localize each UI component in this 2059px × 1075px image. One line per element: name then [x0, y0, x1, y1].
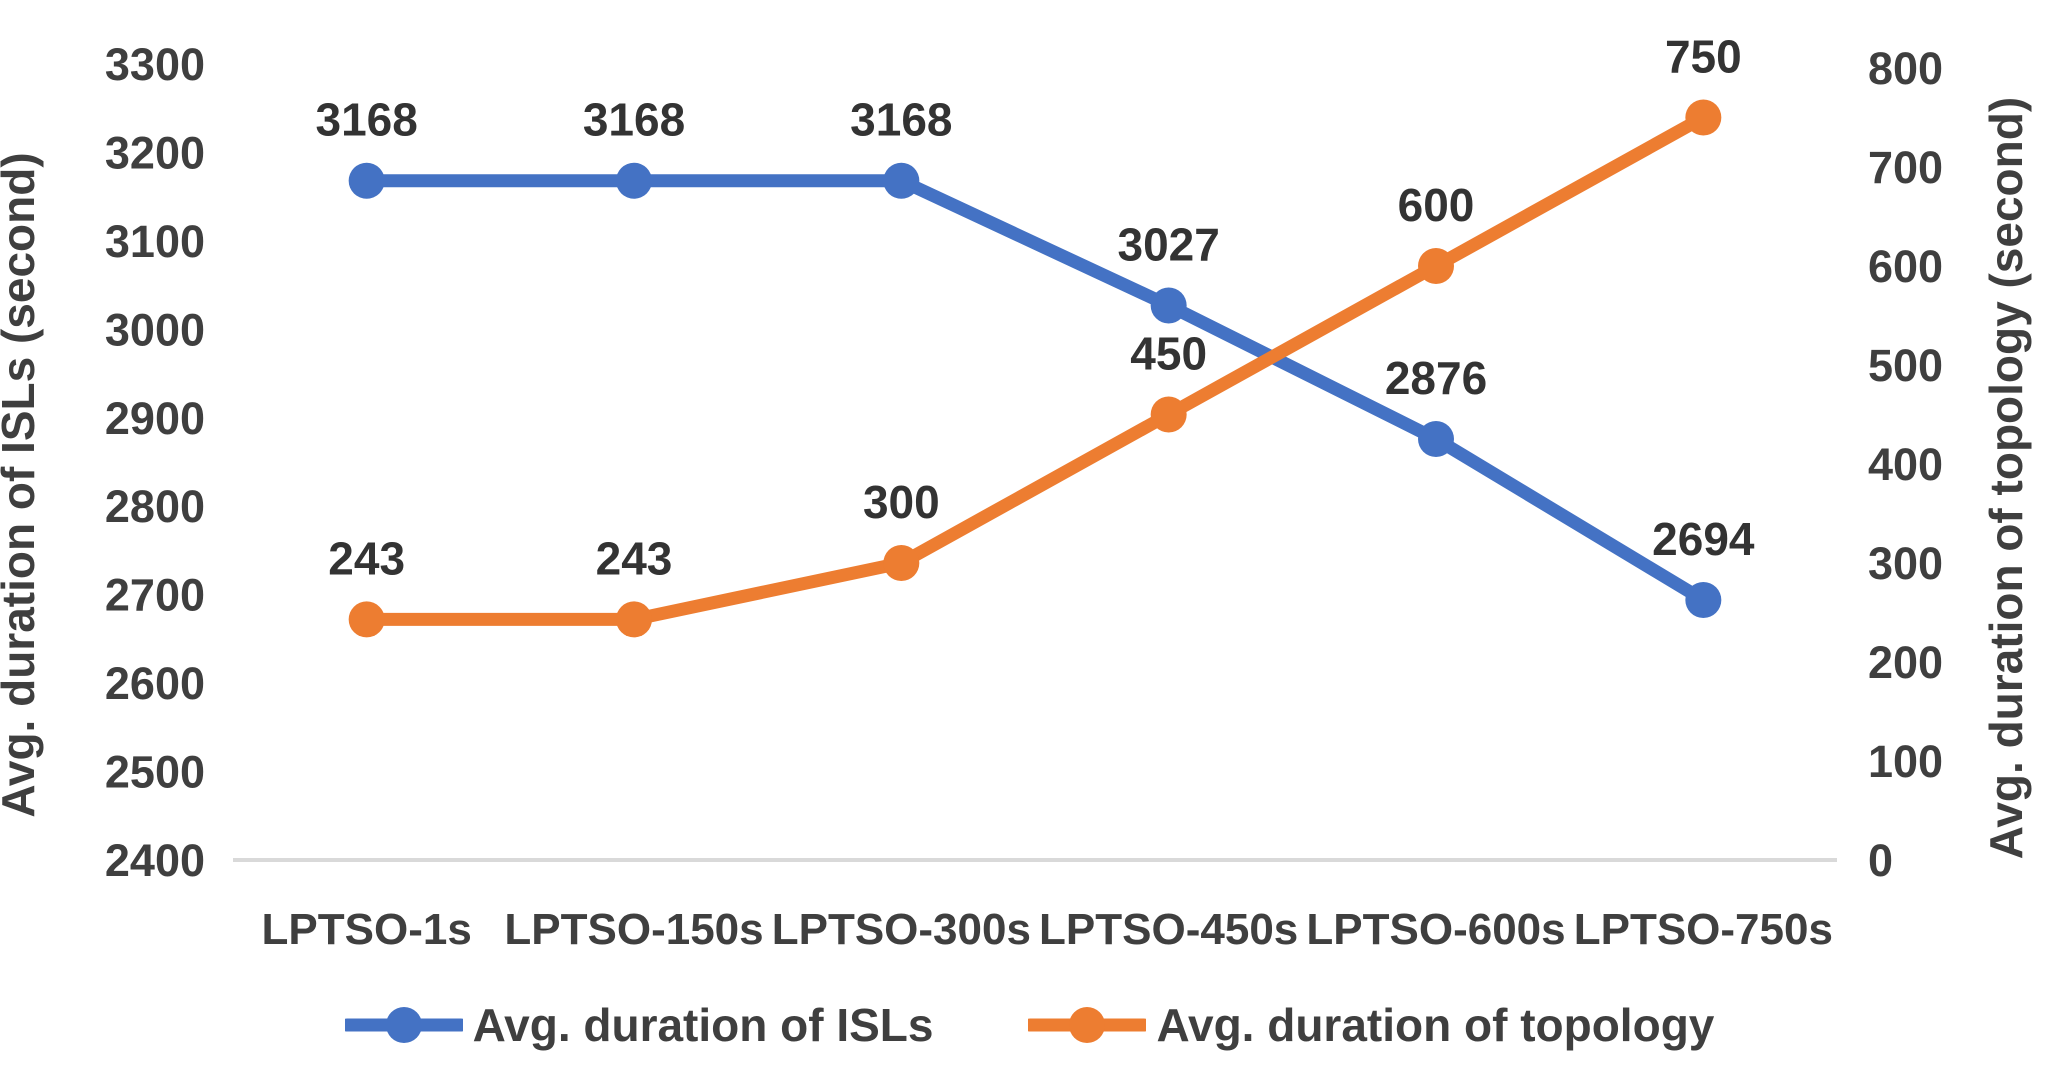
legend-line-marker-icon [344, 1007, 463, 1043]
left-axis-tick-label: 2600 [105, 658, 205, 709]
series-marker-0 [1685, 581, 1722, 618]
series-marker-0 [1418, 421, 1454, 458]
x-category-label: LPTSO-1s [262, 905, 472, 954]
data-label-0: 2694 [1652, 513, 1755, 565]
legend-item-isls: Avg. duration of ISLs [344, 998, 934, 1052]
data-label-1: 243 [328, 532, 405, 584]
right-axis-tick-label: 100 [1868, 736, 1943, 787]
right-axis-tick-label: 300 [1868, 538, 1943, 589]
series-marker-1 [616, 601, 652, 638]
data-label-1: 600 [1398, 179, 1475, 231]
left-axis-tick-label: 2400 [105, 835, 205, 886]
data-label-0: 3027 [1117, 218, 1219, 270]
series-marker-1 [1418, 248, 1454, 284]
left-axis-title: Avg. duration of ISLs (second) [0, 152, 44, 817]
data-label-0: 3168 [315, 94, 417, 146]
series-marker-0 [616, 162, 652, 199]
data-label-1: 750 [1665, 31, 1742, 83]
x-category-label: LPTSO-150s [504, 905, 763, 954]
right-axis-tick-label: 200 [1868, 637, 1943, 688]
x-category-label: LPTSO-300s [772, 905, 1031, 954]
left-axis-tick-label: 2800 [105, 481, 205, 532]
x-category-label: LPTSO-450s [1039, 905, 1298, 954]
legend-label-topology: Avg. duration of topology [1156, 999, 1715, 1051]
series-marker-0 [348, 162, 385, 199]
x-category-label: LPTSO-600s [1306, 905, 1565, 954]
chart-legend: Avg. duration of ISLs Avg. duration of t… [0, 998, 2059, 1052]
right-axis-tick-label: 0 [1868, 835, 1893, 886]
right-axis-tick-label: 400 [1868, 439, 1943, 490]
legend-item-topology: Avg. duration of topology [1028, 998, 1714, 1052]
left-axis-tick-label: 3300 [105, 39, 205, 90]
right-axis-title: Avg. duration of topology (second) [1980, 97, 2032, 859]
series-marker-0 [1150, 287, 1187, 324]
data-label-1: 450 [1130, 328, 1207, 380]
legend-label-isls: Avg. duration of ISLs [472, 999, 934, 1051]
data-label-0: 2876 [1385, 352, 1487, 404]
data-label-1: 300 [863, 476, 940, 528]
series-marker-1 [1685, 99, 1722, 136]
x-category-label: LPTSO-750s [1574, 905, 1833, 954]
series-line-0 [360, 174, 1710, 607]
series-marker-1 [883, 545, 920, 581]
right-axis-tick-label: 600 [1868, 241, 1943, 292]
right-axis-tick-label: 500 [1868, 340, 1943, 391]
right-axis-tick-label: 700 [1868, 142, 1943, 193]
left-axis-tick-label: 3000 [105, 304, 205, 355]
series-line-1 [360, 111, 1710, 626]
series-marker-1 [1150, 396, 1187, 433]
left-axis-tick-label: 2700 [105, 570, 205, 621]
left-axis-tick-label: 3100 [105, 216, 205, 267]
left-axis-tick-label: 3200 [105, 127, 205, 178]
data-label-0: 3168 [583, 94, 685, 146]
plot-area: 2400250026002700280029003000310032003300… [0, 31, 2032, 955]
right-axis-tick-label: 800 [1868, 43, 1943, 94]
series-marker-0 [883, 162, 920, 199]
data-label-1: 243 [596, 532, 673, 584]
left-axis-tick-label: 2500 [105, 747, 205, 798]
left-axis-tick-label: 2900 [105, 393, 205, 444]
data-label-0: 3168 [850, 94, 952, 146]
legend-line-marker-icon [1028, 1007, 1147, 1043]
series-marker-1 [348, 601, 385, 638]
